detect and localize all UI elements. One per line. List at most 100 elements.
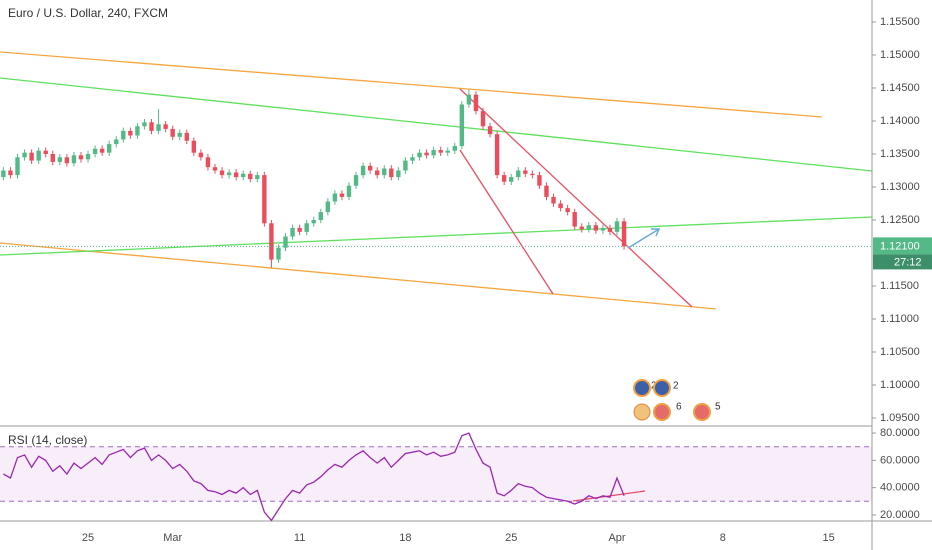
- candle-body: [114, 139, 119, 145]
- candle-body: [241, 173, 246, 178]
- candle-body: [269, 223, 274, 260]
- candle-body: [487, 126, 493, 135]
- y-tick-label: 20.0000: [880, 509, 920, 521]
- y-tick-label: 1.11500: [880, 280, 919, 292]
- y-tick-label: 1.13500: [880, 148, 920, 160]
- event-icon: [633, 379, 651, 397]
- candle-body: [530, 173, 535, 176]
- arrow-head: [651, 228, 661, 237]
- candle-body: [142, 122, 147, 127]
- candle-body: [121, 130, 126, 140]
- channel-line: [0, 51, 823, 118]
- event-icon: [633, 403, 651, 421]
- candle-body: [480, 111, 486, 127]
- candle-body: [600, 227, 606, 231]
- event-icon: [693, 403, 711, 421]
- x-tick-label: 25: [82, 532, 94, 544]
- candle-body: [57, 157, 63, 162]
- candle-body: [572, 212, 577, 227]
- candle-body: [537, 175, 542, 186]
- wedge-line: [459, 88, 693, 308]
- event-count: 2: [673, 381, 679, 392]
- x-tick-label: Apr: [608, 532, 625, 544]
- candle-body: [8, 170, 13, 176]
- candle-body: [255, 175, 260, 180]
- y-tick-label: 1.12500: [880, 214, 920, 226]
- candle-body: [551, 196, 556, 204]
- candle-body: [360, 165, 366, 176]
- last-price-label: 1.12100: [880, 240, 920, 252]
- candle-body: [149, 122, 154, 131]
- countdown-label: 27:12: [894, 256, 922, 268]
- candle-body: [410, 157, 415, 161]
- candle-body: [198, 152, 204, 158]
- trend-line: [0, 216, 873, 256]
- y-tick-label: 1.10500: [880, 346, 920, 358]
- candle-body: [170, 128, 175, 137]
- candle-body: [36, 150, 41, 161]
- candle-body: [248, 173, 253, 180]
- candle-body: [346, 185, 352, 197]
- candle-body: [353, 175, 359, 186]
- candle-body: [431, 150, 436, 156]
- y-tick-label: 40.0000: [880, 482, 920, 494]
- candle-body: [516, 170, 521, 178]
- candle-body: [29, 152, 34, 161]
- rsi-title: RSI (14, close): [8, 433, 87, 447]
- y-tick-label: 1.10000: [880, 379, 920, 391]
- candle-body: [579, 226, 584, 230]
- candle-body: [332, 193, 338, 202]
- candle-body: [1, 170, 6, 178]
- candle-body: [43, 150, 48, 154]
- candle-body: [304, 223, 309, 232]
- candle-body: [424, 152, 429, 156]
- candle-body: [156, 124, 161, 131]
- candle-body: [614, 221, 620, 232]
- candle-body: [593, 225, 599, 231]
- candle-body: [163, 124, 168, 129]
- candle-body: [509, 177, 514, 182]
- candle-body: [389, 168, 394, 178]
- last-price-box: [873, 237, 932, 255]
- candle-body: [99, 148, 105, 153]
- candle-body: [71, 155, 77, 164]
- y-tick-label: 1.15500: [880, 16, 920, 28]
- y-tick-label: 1.11000: [880, 313, 919, 325]
- candle-body: [226, 172, 232, 176]
- candle-body: [452, 146, 457, 151]
- candle-body: [523, 170, 528, 174]
- candle-body: [212, 167, 218, 171]
- candle-body: [290, 227, 295, 237]
- candle-body: [135, 126, 140, 136]
- countdown-box: [873, 254, 932, 270]
- candle-body: [558, 203, 563, 209]
- x-tick-label: 8: [720, 532, 726, 544]
- candle-body: [544, 185, 549, 197]
- candle-body: [128, 130, 133, 136]
- y-tick-label: 1.14500: [880, 82, 920, 94]
- candle-body: [311, 219, 316, 224]
- candle-body: [396, 170, 401, 178]
- candle-body: [382, 168, 387, 176]
- candle-body: [106, 144, 112, 153]
- candle-body: [64, 157, 70, 164]
- event-count: 6: [676, 402, 682, 413]
- y-tick-label: 1.15000: [880, 49, 920, 61]
- rsi-line: [3, 432, 625, 522]
- candle-body: [283, 236, 288, 248]
- candle-body: [621, 221, 627, 247]
- event-count: 5: [715, 402, 721, 413]
- candle-body: [325, 201, 331, 213]
- candle-body: [318, 212, 323, 220]
- wedge-line: [459, 149, 554, 295]
- x-tick-label: Mar: [163, 532, 182, 544]
- candle-body: [494, 134, 500, 176]
- y-tick-label: 80.0000: [880, 427, 920, 439]
- trend-line: [0, 77, 873, 172]
- candle-body: [78, 155, 84, 160]
- x-tick-label: 11: [294, 532, 305, 544]
- y-tick-label: 60.0000: [880, 454, 920, 466]
- y-tick-label: 1.14000: [880, 115, 920, 127]
